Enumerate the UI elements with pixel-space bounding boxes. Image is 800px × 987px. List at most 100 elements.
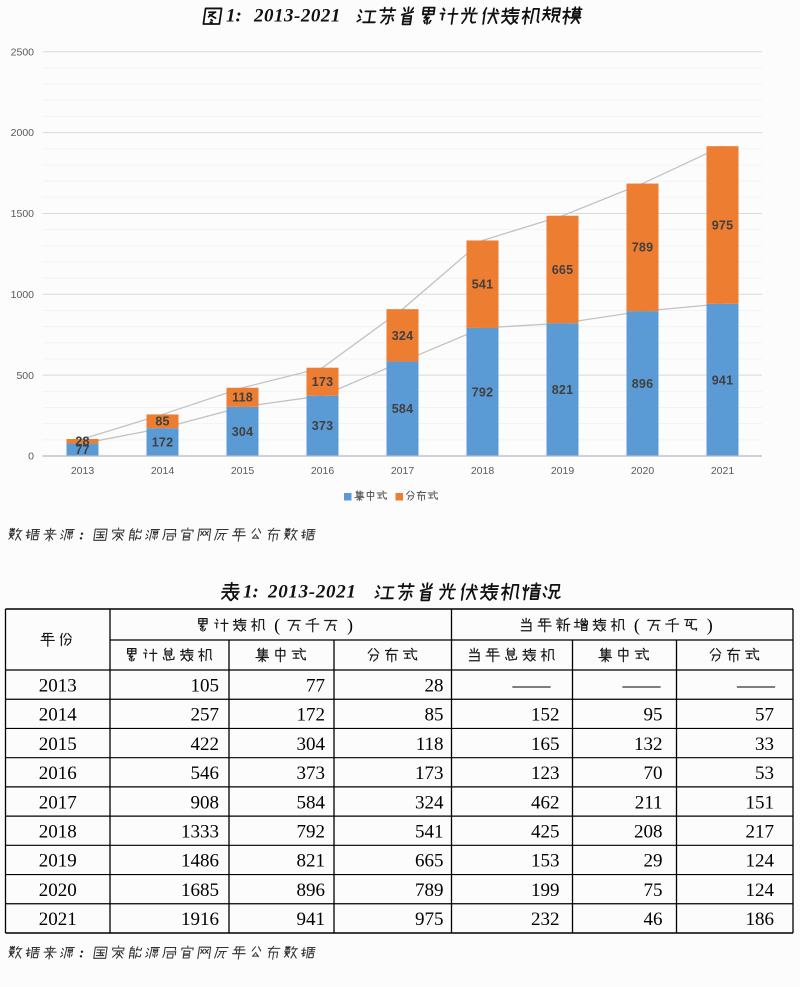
svg-text:——: ——: [622, 675, 662, 696]
svg-text:2018: 2018: [471, 465, 495, 477]
svg-text::: :: [79, 946, 84, 962]
svg-text:——: ——: [512, 675, 552, 696]
svg-text:2021: 2021: [711, 465, 735, 477]
svg-text:118: 118: [232, 391, 253, 405]
svg-text:): ): [347, 615, 353, 636]
svg-text:2000: 2000: [11, 127, 35, 139]
svg-text:941: 941: [712, 373, 733, 387]
svg-text:789: 789: [415, 880, 444, 901]
svg-text:908: 908: [191, 792, 220, 813]
svg-text:217: 217: [746, 822, 775, 843]
svg-text:821: 821: [297, 851, 326, 872]
svg-text:821: 821: [552, 383, 573, 397]
svg-text:257: 257: [191, 705, 220, 726]
svg-text:28: 28: [75, 435, 89, 449]
svg-text:304: 304: [297, 734, 326, 755]
svg-text:172: 172: [152, 435, 173, 449]
svg-text:541: 541: [415, 822, 444, 843]
svg-text:2013: 2013: [71, 465, 95, 477]
svg-text:975: 975: [415, 909, 444, 930]
svg-text:896: 896: [632, 377, 653, 391]
svg-text:2013-2021: 2013-2021: [253, 6, 341, 27]
svg-text:373: 373: [312, 419, 333, 433]
svg-text:1500: 1500: [11, 208, 35, 220]
svg-text:2013: 2013: [39, 675, 77, 696]
svg-text:941: 941: [297, 909, 326, 930]
svg-text:1916: 1916: [181, 909, 219, 930]
svg-text:665: 665: [415, 851, 444, 872]
svg-text:324: 324: [415, 792, 444, 813]
svg-text:199: 199: [531, 880, 560, 901]
svg-text:57: 57: [755, 705, 774, 726]
svg-text:2500: 2500: [11, 46, 35, 58]
svg-text:232: 232: [531, 909, 560, 930]
svg-text:): ): [707, 615, 713, 636]
svg-text:(: (: [274, 615, 280, 636]
svg-text:0: 0: [28, 451, 34, 463]
svg-text:124: 124: [746, 880, 775, 901]
svg-text:208: 208: [634, 822, 663, 843]
svg-text:85: 85: [425, 705, 444, 726]
svg-text:425: 425: [531, 822, 560, 843]
svg-text:2014: 2014: [39, 705, 78, 726]
svg-text:792: 792: [297, 822, 326, 843]
svg-text:2016: 2016: [311, 465, 335, 477]
svg-text:153: 153: [531, 851, 560, 872]
svg-text:(: (: [634, 615, 640, 636]
svg-text:584: 584: [297, 792, 326, 813]
svg-text:789: 789: [632, 241, 653, 255]
svg-text:541: 541: [472, 278, 493, 292]
svg-text:546: 546: [191, 763, 220, 784]
svg-text:1333: 1333: [181, 822, 219, 843]
svg-text:53: 53: [755, 763, 774, 784]
svg-text:29: 29: [644, 851, 663, 872]
svg-text:896: 896: [297, 880, 326, 901]
svg-text:2014: 2014: [151, 465, 175, 477]
svg-text:373: 373: [297, 763, 326, 784]
svg-text:792: 792: [472, 385, 493, 399]
svg-text:95: 95: [644, 705, 663, 726]
svg-text:124: 124: [746, 851, 775, 872]
svg-text:173: 173: [312, 375, 333, 389]
svg-text:118: 118: [416, 734, 444, 755]
svg-text:28: 28: [425, 675, 444, 696]
svg-text:2019: 2019: [39, 851, 77, 872]
svg-text:1:: 1:: [226, 6, 242, 27]
svg-text:211: 211: [635, 792, 663, 813]
svg-text:462: 462: [531, 792, 560, 813]
svg-text:33: 33: [755, 734, 774, 755]
svg-text:——: ——: [736, 675, 776, 696]
svg-text:665: 665: [552, 263, 573, 277]
svg-text:1:: 1:: [243, 582, 259, 603]
svg-text:2016: 2016: [39, 763, 77, 784]
svg-text:304: 304: [232, 425, 253, 439]
svg-text:1486: 1486: [181, 851, 219, 872]
svg-text:2017: 2017: [391, 465, 415, 477]
svg-text:2017: 2017: [39, 792, 77, 813]
svg-text:151: 151: [746, 792, 775, 813]
svg-text:70: 70: [644, 763, 663, 784]
svg-text:123: 123: [531, 763, 560, 784]
svg-text:173: 173: [415, 763, 444, 784]
svg-text:1000: 1000: [11, 289, 35, 301]
svg-text:2018: 2018: [39, 822, 77, 843]
svg-text:186: 186: [746, 909, 775, 930]
svg-text:75: 75: [644, 880, 663, 901]
svg-text:85: 85: [155, 415, 169, 429]
svg-text:584: 584: [392, 402, 413, 416]
svg-text:2013-2021: 2013-2021: [267, 582, 357, 603]
svg-text:422: 422: [191, 734, 220, 755]
svg-text:2020: 2020: [39, 880, 77, 901]
svg-text::: :: [79, 528, 84, 544]
svg-text:324: 324: [392, 329, 413, 343]
svg-text:500: 500: [16, 370, 34, 382]
svg-text:77: 77: [306, 675, 325, 696]
svg-text:172: 172: [297, 705, 326, 726]
svg-text:132: 132: [634, 734, 663, 755]
svg-text:165: 165: [531, 734, 560, 755]
svg-text:1685: 1685: [181, 880, 219, 901]
svg-text:152: 152: [531, 705, 560, 726]
svg-text:2015: 2015: [231, 465, 255, 477]
svg-text:2020: 2020: [631, 465, 655, 477]
svg-text:46: 46: [644, 909, 663, 930]
